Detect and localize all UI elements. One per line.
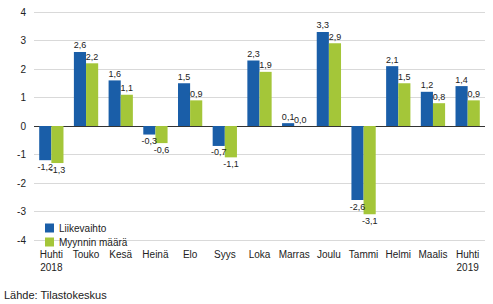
svg-text:Myynnin määrä: Myynnin määrä <box>59 237 128 248</box>
svg-text:-0,3: -0,3 <box>141 136 158 147</box>
svg-text:0,8: 0,8 <box>433 92 446 102</box>
svg-text:-0,7: -0,7 <box>211 147 227 157</box>
svg-text:Huhti: Huhti <box>40 249 63 260</box>
svg-text:-1,2: -1,2 <box>37 161 53 172</box>
svg-text:0: 0 <box>20 121 26 132</box>
svg-text:Kesä: Kesä <box>109 249 132 260</box>
svg-text:0,1: 0,1 <box>282 112 295 122</box>
svg-text:Loka: Loka <box>249 249 271 260</box>
svg-text:1,5: 1,5 <box>398 72 411 82</box>
svg-text:3: 3 <box>20 35 26 46</box>
svg-text:Helmi: Helmi <box>385 249 411 260</box>
svg-text:-1,3: -1,3 <box>50 165 66 175</box>
svg-text:0,9: 0,9 <box>190 89 203 99</box>
svg-text:1: 1 <box>20 92 26 103</box>
svg-text:Lähde: Tilastokeskus: Lähde: Tilastokeskus <box>4 289 107 301</box>
svg-text:-2,6: -2,6 <box>350 202 366 212</box>
svg-text:Touko: Touko <box>73 249 100 260</box>
svg-text:-2: -2 <box>17 178 26 189</box>
svg-text:3,3: 3,3 <box>317 20 330 30</box>
svg-text:1,9: 1,9 <box>259 60 272 70</box>
svg-text:1,2: 1,2 <box>421 80 434 90</box>
svg-text:2019: 2019 <box>457 262 480 273</box>
svg-text:Tammi: Tammi <box>349 249 378 260</box>
svg-text:Syys: Syys <box>214 249 236 260</box>
svg-text:2,2: 2,2 <box>86 52 99 62</box>
svg-text:2,1: 2,1 <box>386 55 399 65</box>
svg-text:Maalis: Maalis <box>419 249 448 260</box>
svg-text:Heinä: Heinä <box>142 249 169 260</box>
svg-text:Joulu: Joulu <box>317 249 341 260</box>
svg-text:1,6: 1,6 <box>108 69 121 79</box>
svg-text:1,5: 1,5 <box>178 72 191 82</box>
svg-text:-0,6: -0,6 <box>154 145 170 155</box>
svg-text:2,9: 2,9 <box>329 32 342 42</box>
svg-text:Huhti: Huhti <box>456 249 479 260</box>
svg-text:-3,1: -3,1 <box>362 216 378 226</box>
svg-text:0,0: 0,0 <box>294 115 307 125</box>
svg-text:2018: 2018 <box>40 262 63 273</box>
svg-text:2: 2 <box>20 64 26 75</box>
svg-text:1,1: 1,1 <box>121 83 134 93</box>
svg-text:0,9: 0,9 <box>467 89 480 99</box>
svg-text:-1: -1 <box>17 149 26 160</box>
svg-text:-1,1: -1,1 <box>223 159 239 169</box>
svg-text:1,4: 1,4 <box>455 75 468 85</box>
svg-text:2,6: 2,6 <box>74 40 87 50</box>
svg-text:Elo: Elo <box>183 249 198 260</box>
svg-text:Liikevaihto: Liikevaihto <box>59 223 107 234</box>
svg-text:-3: -3 <box>17 206 26 217</box>
svg-text:4: 4 <box>20 7 26 18</box>
svg-text:Marras: Marras <box>279 249 310 260</box>
svg-text:-4: -4 <box>17 235 26 246</box>
svg-text:2,3: 2,3 <box>247 49 260 59</box>
